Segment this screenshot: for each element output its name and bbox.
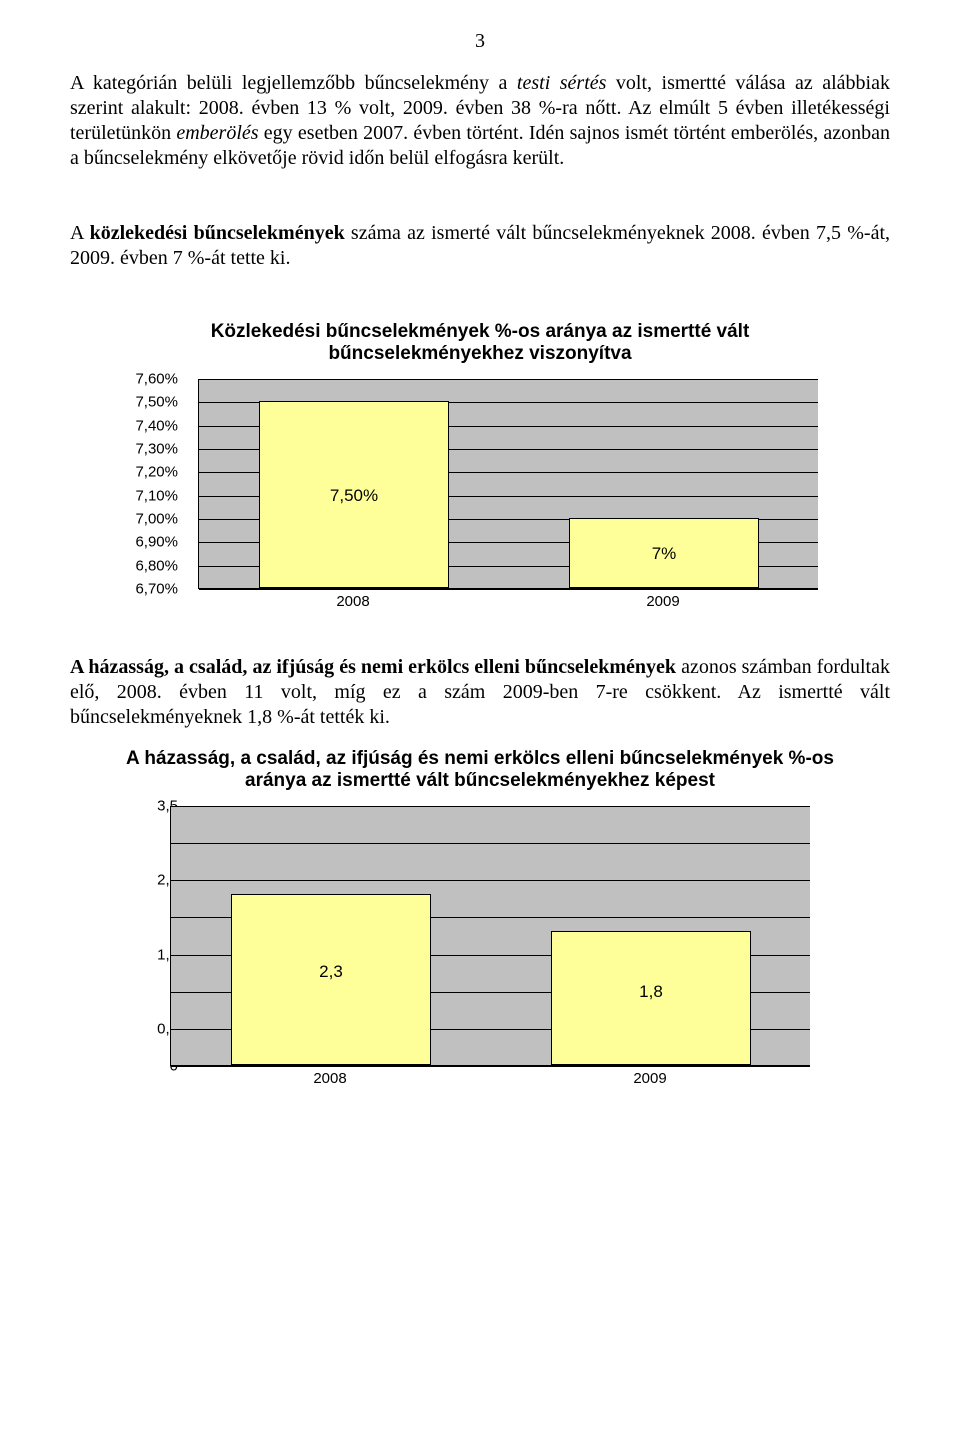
chart-2-title: A házasság, a család, az ifjúság és nemi… (120, 748, 840, 792)
p1-b: testi sértés (517, 72, 607, 94)
bar-value-label: 7,50% (330, 486, 378, 506)
y-tick: 6,70% (106, 581, 178, 598)
p2-a: A (70, 222, 90, 244)
paragraph-2: A közlekedési bűncselekmények száma az i… (70, 221, 890, 271)
grid-line (171, 880, 810, 881)
y-tick: 6,90% (106, 534, 178, 551)
chart-1-area: 7,60%7,50%7,40%7,30%7,20%7,10%7,00%6,90%… (120, 379, 818, 615)
plot-area: 7,50% 7% (198, 379, 818, 589)
paragraph-1: A kategórián belüli legjellemzőbb bűncse… (70, 71, 890, 171)
paragraph-3: A házasság, a család, az ifjúság és nemi… (70, 655, 890, 730)
page-number: 3 (70, 30, 890, 53)
plot-area: 2,3 1,8 (170, 806, 810, 1066)
chart-2-area: 3,532,521,510,502,31,820082009 (120, 806, 810, 1092)
grid-line (171, 806, 810, 807)
p2-b: közlekedési bűncselekmények (90, 222, 345, 244)
bar-value-label: 2,3 (319, 962, 343, 982)
y-axis: 7,60%7,50%7,40%7,30%7,20%7,10%7,00%6,90%… (120, 379, 184, 589)
y-tick: 6,80% (106, 557, 178, 574)
chart-2: A házasság, a család, az ifjúság és nemi… (120, 748, 840, 1092)
chart-1: Közlekedési bűncselekmények %-os aránya … (120, 321, 840, 615)
y-tick: 7,60% (106, 371, 178, 388)
grid-line (171, 843, 810, 844)
x-label: 2009 (633, 1070, 666, 1087)
grid-line (199, 589, 818, 590)
x-label: 2009 (646, 593, 679, 610)
x-label: 2008 (313, 1070, 346, 1087)
p1-a: A kategórián belüli legjellemzőbb bűncse… (70, 72, 517, 94)
y-tick: 7,40% (106, 417, 178, 434)
x-label: 2008 (336, 593, 369, 610)
y-tick: 7,20% (106, 464, 178, 481)
grid-line (199, 379, 818, 380)
y-tick: 7,10% (106, 487, 178, 504)
chart-1-title: Közlekedési bűncselekmények %-os aránya … (120, 321, 840, 365)
y-tick: 7,30% (106, 441, 178, 458)
p1-d: emberölés (176, 122, 258, 144)
bar-value-label: 1,8 (639, 982, 663, 1002)
y-tick: 7,00% (106, 511, 178, 528)
bar-value-label: 7% (652, 544, 677, 564)
y-tick: 7,50% (106, 394, 178, 411)
grid-line (171, 1066, 810, 1067)
p3-a: A házasság, a család, az ifjúság és nemi… (70, 656, 676, 678)
